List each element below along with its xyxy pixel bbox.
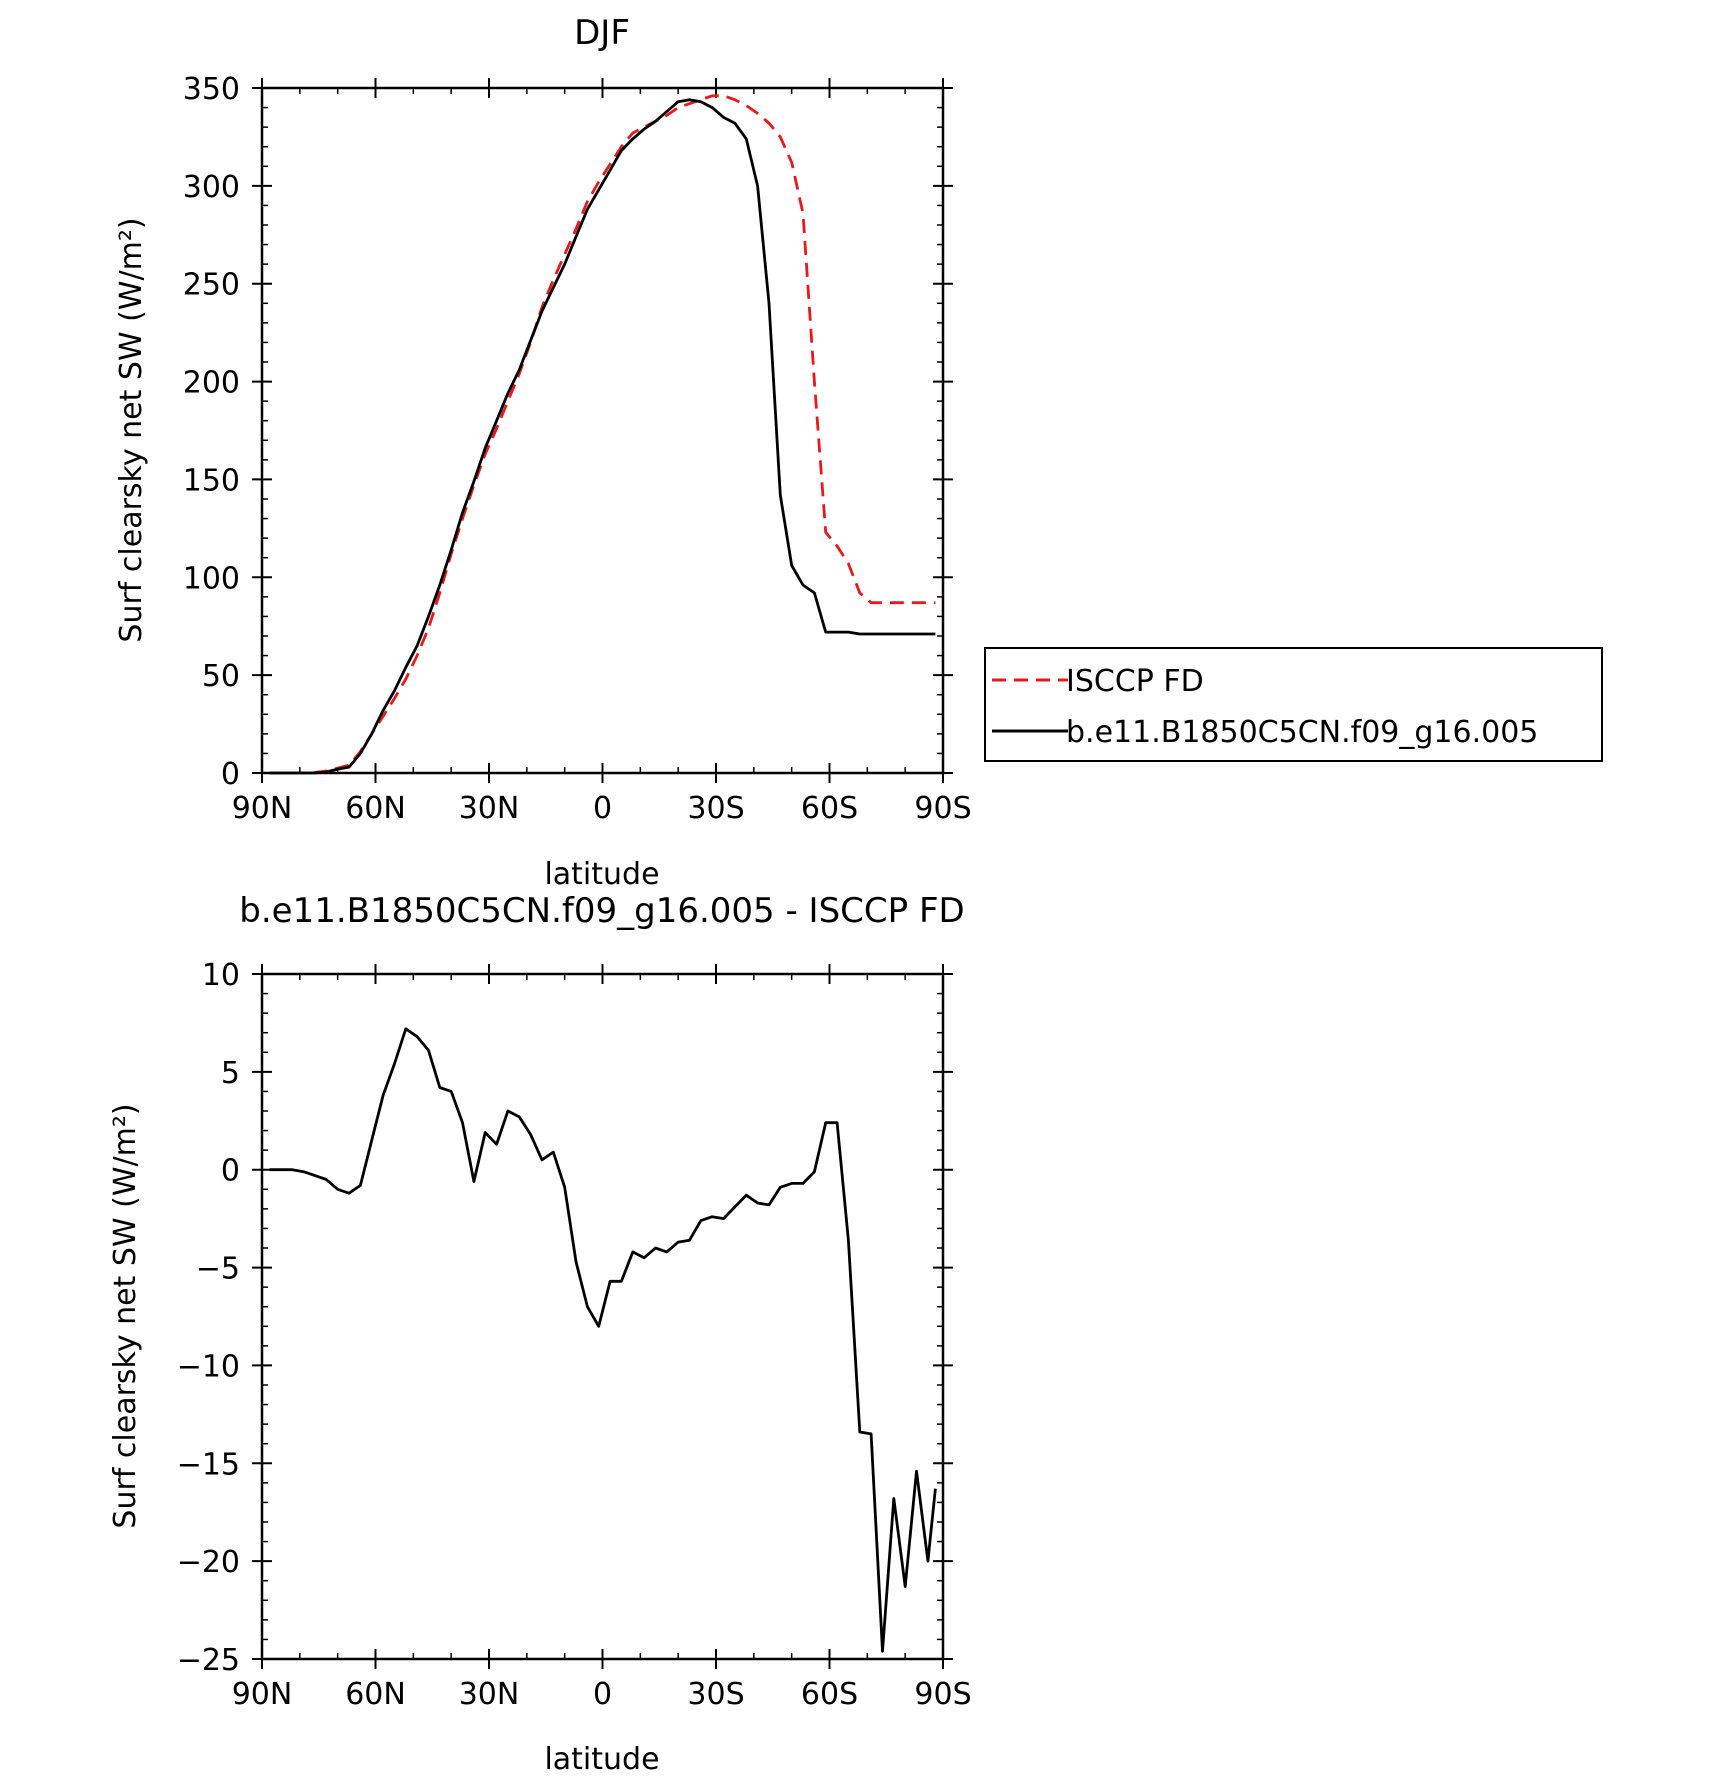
bottom-x-tick-label: 0 — [593, 1677, 612, 1712]
bottom-x-tick-label: 30S — [687, 1677, 744, 1712]
bottom-x-tick-label: 90S — [914, 1677, 971, 1712]
legend: ISCCP FD b.e11.B1850C5CN.f09_g16.005 — [984, 647, 1603, 762]
top-x-tick-label: 0 — [593, 791, 612, 826]
top-y-tick-label: 300 — [183, 170, 240, 205]
top-x-tick-label: 90S — [914, 791, 971, 826]
bottom-y-tick-label: 10 — [202, 958, 240, 993]
bottom-y-tick-label: −20 — [177, 1545, 240, 1580]
top-series-lines — [269, 94, 936, 775]
bottom-panel-title: b.e11.B1850C5CN.f09_g16.005 - ISCCP FD — [239, 891, 964, 931]
bottom-x-tick-label: 30N — [459, 1677, 520, 1712]
bottom-x-tick-label: 90N — [232, 1677, 293, 1712]
legend-label-model: b.e11.B1850C5CN.f09_g16.005 — [1066, 715, 1538, 750]
bottom-y-tick-label: 0 — [221, 1154, 240, 1189]
top-x-tick-label: 60S — [801, 791, 858, 826]
top-y-tick-labels: 0 50 100 150 200 250 300 350 — [183, 72, 240, 792]
bottom-y-tick-label: −25 — [177, 1643, 240, 1678]
top-series-line-obs — [269, 94, 936, 775]
top-y-axis-label: Surf clearsky net SW (W/m²) — [114, 217, 149, 642]
top-series-line-model — [269, 98, 936, 775]
bottom-y-tick-labels: −25 −20 −15 −10 −5 0 5 10 — [177, 958, 240, 1678]
bottom-series-lines — [269, 1027, 937, 1653]
top-x-tick-labels: 90N 60N 30N 0 30S 60S 90S — [232, 791, 972, 826]
top-x-tick-label: 60N — [345, 791, 406, 826]
bottom-series-line-model — [269, 1027, 937, 1653]
bottom-y-tick-label: 5 — [221, 1056, 240, 1091]
top-y-tick-label: 50 — [202, 659, 240, 694]
top-x-tick-label: 30N — [459, 791, 520, 826]
bottom-x-tick-label: 60N — [345, 1677, 406, 1712]
top-panel-title: DJF — [574, 13, 630, 53]
top-y-tick-label: 350 — [183, 72, 240, 107]
legend-box — [984, 647, 1603, 762]
top-y-tick-label: 200 — [183, 366, 240, 401]
top-y-tick-label: 0 — [221, 757, 240, 792]
bottom-y-tick-label: −10 — [177, 1349, 240, 1384]
top-x-tick-label: 90N — [232, 791, 293, 826]
top-plot-frame — [260, 86, 945, 775]
top-y-tick-label: 100 — [183, 561, 240, 596]
bottom-panel: b.e11.B1850C5CN.f09_g16.005 - ISCCP FD 9… — [108, 891, 972, 1777]
top-y-tick-label: 150 — [183, 463, 240, 498]
legend-label-obs: ISCCP FD — [1066, 664, 1204, 699]
top-x-axis-label: latitude — [544, 857, 659, 892]
bottom-x-tick-labels: 90N 60N 30N 0 30S 60S 90S — [232, 1677, 972, 1712]
bottom-y-tick-label: −5 — [196, 1252, 240, 1287]
top-y-tick-label: 250 — [183, 268, 240, 303]
top-x-tick-label: 30S — [687, 791, 744, 826]
bottom-x-tick-label: 60S — [801, 1677, 858, 1712]
bottom-plot-frame — [260, 972, 945, 1661]
bottom-x-axis-label: latitude — [544, 1742, 659, 1777]
top-panel: DJF 90N 60N 30N 0 30S 60S 90S 0 50 100 150 200 250 3… — [114, 13, 1603, 892]
bottom-y-tick-label: −15 — [177, 1447, 240, 1482]
bottom-y-axis-label: Surf clearsky net SW (W/m²) — [108, 1103, 143, 1528]
